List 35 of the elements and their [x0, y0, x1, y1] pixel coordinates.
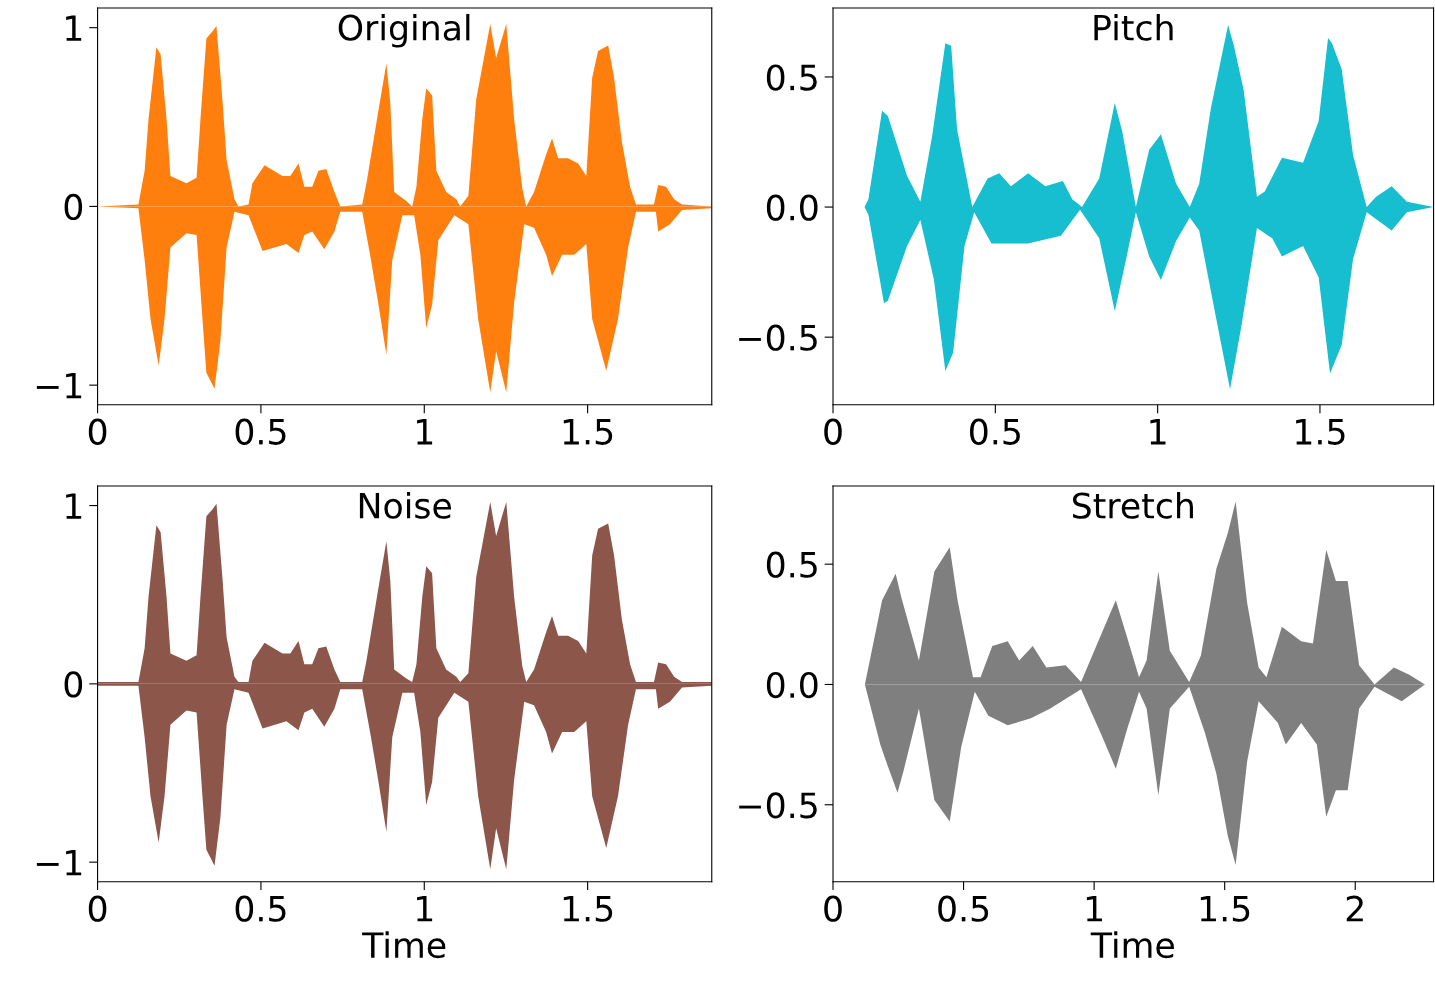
y-tick-label: 0.0 [766, 194, 818, 221]
y-tick-label: 0.5 [766, 551, 817, 578]
x-tick-label: 1.5 [563, 896, 613, 922]
chart-title: Stretch [1072, 491, 1193, 519]
x-tick-label: 1 [417, 419, 433, 445]
x-tick-label: 1 [1150, 419, 1166, 445]
y-tick-label: −0.5 [739, 324, 817, 351]
x-tick-label: 2 [1346, 895, 1363, 922]
x-tick-label: 1.5 [1200, 896, 1250, 922]
y-tick-label: 1 [66, 493, 82, 519]
y-tick-label: 0 [64, 193, 83, 221]
x-tick-label: 0.5 [970, 418, 1020, 445]
y-tick-label: 0 [64, 671, 83, 698]
x-tick-label: 1.5 [563, 419, 613, 445]
x-tick-label: 1 [417, 896, 433, 922]
chart-title: Noise [359, 491, 451, 519]
y-tick-label: −1 [36, 373, 82, 399]
x-tick-label: 1.5 [1296, 419, 1345, 445]
y-tick-label: 1 [66, 15, 82, 41]
x-axis-title: Time [362, 931, 446, 959]
x-tick-label: 0 [88, 895, 107, 922]
x-tick-label: 0 [824, 895, 842, 922]
y-tick-label: −1 [36, 850, 82, 876]
x-tick-label: 0 [824, 418, 842, 445]
y-tick-label: 0.0 [766, 671, 818, 699]
y-tick-label: −0.5 [739, 792, 817, 819]
y-tick-label: 0.5 [766, 64, 817, 91]
x-tick-label: 0.5 [235, 895, 286, 922]
x-tick-label: 0.5 [235, 418, 286, 445]
chart-title: Pitch [1094, 13, 1173, 41]
x-tick-label: 0 [88, 418, 107, 445]
chart-title: Original [338, 13, 470, 48]
x-axis-title: Time [1090, 931, 1174, 959]
x-tick-label: 0.5 [938, 895, 989, 922]
x-tick-label: 1 [1086, 896, 1102, 922]
